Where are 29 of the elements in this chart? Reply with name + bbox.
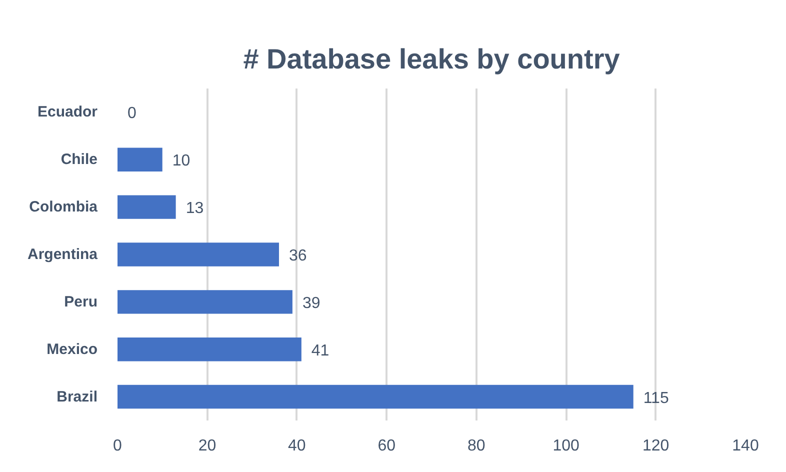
x-tick-label: 0 [113, 438, 122, 454]
x-tick-label: 120 [642, 438, 670, 454]
bar [118, 242, 279, 266]
y-tick-label: Ecuador [37, 104, 98, 121]
data-label: 41 [311, 342, 330, 360]
x-tick-label: 20 [198, 438, 216, 454]
data-label: 10 [172, 152, 190, 170]
data-label: 115 [643, 390, 669, 407]
x-tick-label: 140 [732, 438, 759, 454]
x-tick-label: 100 [552, 438, 580, 454]
y-tick-label: Argentina [27, 246, 98, 263]
y-tick-label: Brazil [56, 388, 98, 406]
bar [118, 290, 292, 314]
bar [118, 338, 302, 362]
bar [118, 148, 162, 172]
bar [118, 195, 176, 219]
y-tick-label: Chile [60, 151, 98, 168]
x-tick-label: 60 [378, 438, 396, 454]
y-tick-label: Mexico [46, 340, 98, 358]
x-tick-label: 80 [467, 438, 486, 454]
y-tick-label: Colombia [29, 198, 98, 216]
data-label: 0 [128, 105, 136, 122]
x-tick-label: 40 [288, 438, 306, 454]
data-label: 39 [302, 294, 320, 312]
data-label: 13 [186, 200, 204, 218]
bar [118, 384, 634, 409]
chart-title: # Database leaks by country [243, 44, 620, 74]
y-tick-label: Peru [64, 293, 98, 310]
data-label: 36 [288, 248, 307, 264]
